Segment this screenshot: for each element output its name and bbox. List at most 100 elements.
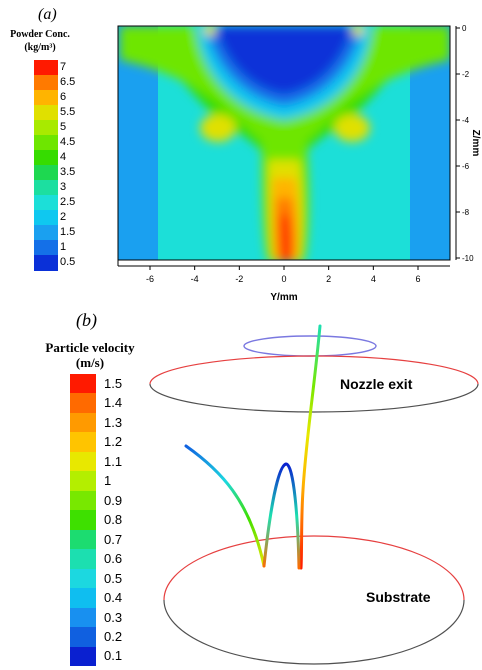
velocity-legend-swatch	[70, 549, 96, 570]
velocity-legend-level-label: 0.9	[104, 492, 123, 508]
velocity-legend-swatch	[70, 510, 96, 531]
powder-legend-swatch	[34, 60, 58, 76]
powder-legend-level-label: 7	[60, 60, 67, 73]
substrate-label: Substrate	[366, 589, 431, 605]
y-axis-label: Z/mm	[470, 130, 481, 157]
panel-a-label: (a)	[38, 6, 57, 23]
velocity-legend-title-line2: (m/s)	[75, 355, 105, 370]
panel-b-label: (b)	[76, 310, 97, 330]
powder-legend-title-line1: Powder Conc.	[10, 29, 70, 40]
x-tick-label: -2	[235, 274, 243, 284]
velocity-legend-level-label: 1.1	[104, 453, 123, 469]
powder-legend-swatch	[34, 90, 58, 106]
velocity-legend-title-line1: Particle velocity	[45, 340, 135, 355]
contour-field	[118, 26, 450, 260]
velocity-legend-level-label: 0.1	[104, 648, 123, 664]
x-tick-label: 4	[371, 274, 376, 284]
velocity-legend-swatch	[70, 529, 96, 550]
x-tick-label: 2	[326, 274, 331, 284]
velocity-legend-swatch	[70, 412, 96, 433]
powder-legend-swatch	[34, 105, 58, 121]
velocity-legend-swatch	[70, 490, 96, 511]
powder-legend-swatch	[34, 180, 58, 196]
particle-trajectory-main	[299, 324, 322, 570]
powder-legend-labels: 7 6.5 6 5.5 5 4.5 4 3.5 3 2.5 2 1.5 1 0.5	[60, 60, 110, 270]
velocity-legend-colorbar	[70, 374, 96, 667]
velocity-legend-level-label: 0.7	[104, 531, 123, 547]
substrate-ellipse-upper	[163, 535, 465, 601]
powder-contour-plot: -6 -4 -2 0 2 4 6 0 -2 -4 -6 -8 -10 Y/mm Z/mm	[117, 24, 481, 303]
powder-legend-colorbar	[34, 60, 58, 271]
y-axis-ticks: 0 -2 -4 -6 -8 -10	[456, 24, 474, 263]
powder-legend-level-label: 4	[60, 150, 67, 163]
x-tick-label: 6	[415, 274, 420, 284]
powder-legend-title: Powder Conc. (kg/m³)	[4, 28, 76, 54]
powder-legend-level-label: 6	[60, 90, 67, 103]
powder-legend-swatch	[34, 120, 58, 136]
velocity-legend-level-label: 0.2	[104, 629, 123, 644]
powder-legend-level-label: 2.5	[60, 195, 76, 208]
particle-trajectory-left	[184, 444, 266, 568]
powder-legend-level-label: 5.5	[60, 105, 76, 118]
velocity-legend-level-label: 1.2	[104, 434, 123, 450]
velocity-legend-swatch	[70, 588, 96, 609]
y-tick-label: -2	[462, 70, 470, 79]
substrate-ellipse-lower	[163, 599, 465, 665]
velocity-legend-swatch	[70, 374, 96, 394]
velocity-legend-level-label: 1.3	[104, 414, 123, 430]
velocity-legend-swatch	[70, 432, 96, 453]
powder-legend-swatch	[34, 150, 58, 166]
powder-legend-level-label: 0.5	[60, 255, 76, 268]
powder-legend-level-label: 6.5	[60, 75, 76, 88]
powder-legend-swatch	[34, 135, 58, 151]
velocity-legend-level-label: 0.5	[104, 570, 123, 586]
nozzle-exit-ellipse-lower	[149, 383, 479, 413]
plot-frame	[117, 25, 451, 261]
x-axis-ticks: -6 -4 -2 0 2 4 6	[146, 266, 421, 284]
velocity-legend-level-label: 1.4	[104, 395, 123, 411]
velocity-legend-swatch	[70, 471, 96, 492]
powder-legend-swatch	[34, 225, 58, 241]
velocity-legend-labels: 1.5 1.4 1.3 1.2 1.1 1 0.9 0.8 0.7 0.6 0.5 0.4 0.3 0.2…	[104, 374, 154, 666]
powder-legend-title-line2: (kg/m³)	[24, 42, 56, 53]
y-tick-label: 0	[462, 24, 467, 33]
x-tick-label: -4	[191, 274, 199, 284]
x-axis-label: Y/mm	[270, 292, 297, 303]
powder-legend-swatch	[34, 165, 58, 181]
x-tick-label: 0	[281, 274, 286, 284]
powder-legend-level-label: 1.5	[60, 225, 76, 238]
y-tick-label: -10	[462, 254, 474, 263]
velocity-legend-swatch	[70, 393, 96, 414]
velocity-legend-level-label: 0.4	[104, 590, 123, 606]
x-tick-label: -6	[146, 274, 154, 284]
y-tick-label: -4	[462, 116, 470, 125]
powder-legend-level-label: 1	[60, 240, 67, 253]
powder-legend-swatch	[34, 255, 58, 271]
nozzle-exit-label: Nozzle exit	[340, 376, 413, 392]
powder-legend-level-label: 3.5	[60, 165, 76, 178]
powder-legend-swatch	[34, 75, 58, 91]
particle-trajectory-loop	[262, 462, 301, 570]
velocity-legend-swatch	[70, 646, 96, 667]
velocity-legend-level-label: 0.8	[104, 512, 123, 528]
powder-legend-swatch	[34, 240, 58, 256]
velocity-legend-swatch	[70, 627, 96, 648]
velocity-legend-title: Particle velocity (m/s)	[30, 340, 150, 370]
powder-legend-level-label: 4.5	[60, 135, 76, 148]
velocity-legend-level-label: 0.6	[104, 551, 123, 567]
powder-legend-level-label: 2	[60, 210, 67, 223]
y-tick-label: -6	[462, 162, 470, 171]
velocity-legend-level-label: 1	[104, 473, 112, 489]
particle-trajectory-scene: Nozzle exit Substrate	[149, 324, 479, 665]
powder-legend-level-label: 5	[60, 120, 67, 133]
powder-legend-swatch	[34, 195, 58, 211]
velocity-legend-level-label: 1.5	[104, 375, 123, 391]
nozzle-exit-ellipse-upper	[149, 355, 479, 385]
powder-legend-swatch	[34, 210, 58, 226]
velocity-legend-swatch	[70, 607, 96, 628]
velocity-legend-swatch	[70, 451, 96, 472]
powder-legend-level-label: 3	[60, 180, 67, 193]
nozzle-inner-ring	[243, 335, 377, 357]
velocity-legend-swatch	[70, 568, 96, 589]
